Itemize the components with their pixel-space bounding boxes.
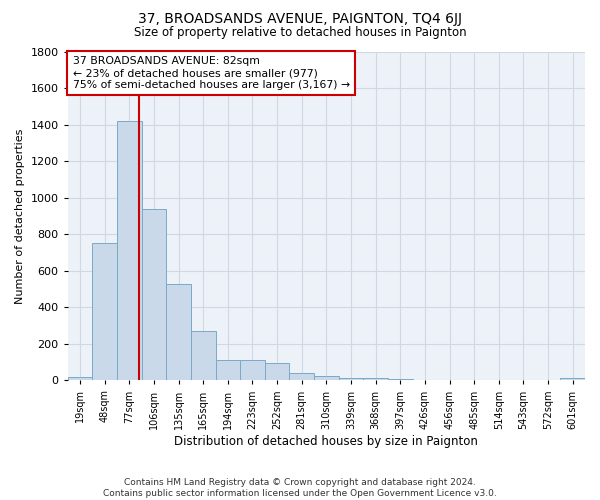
Text: 37, BROADSANDS AVENUE, PAIGNTON, TQ4 6JJ: 37, BROADSANDS AVENUE, PAIGNTON, TQ4 6JJ bbox=[138, 12, 462, 26]
X-axis label: Distribution of detached houses by size in Paignton: Distribution of detached houses by size … bbox=[175, 434, 478, 448]
Y-axis label: Number of detached properties: Number of detached properties bbox=[15, 128, 25, 304]
Bar bbox=[560, 378, 585, 380]
Bar bbox=[314, 376, 338, 380]
Text: Contains HM Land Registry data © Crown copyright and database right 2024.
Contai: Contains HM Land Registry data © Crown c… bbox=[103, 478, 497, 498]
Bar bbox=[166, 284, 191, 380]
Bar bbox=[215, 360, 240, 380]
Bar bbox=[364, 378, 388, 380]
Bar bbox=[142, 208, 166, 380]
Bar bbox=[92, 244, 117, 380]
Bar bbox=[191, 331, 215, 380]
Bar bbox=[388, 378, 413, 380]
Bar bbox=[117, 121, 142, 380]
Bar bbox=[338, 378, 364, 380]
Bar bbox=[240, 360, 265, 380]
Text: 37 BROADSANDS AVENUE: 82sqm
← 23% of detached houses are smaller (977)
75% of se: 37 BROADSANDS AVENUE: 82sqm ← 23% of det… bbox=[73, 56, 350, 90]
Bar bbox=[265, 363, 289, 380]
Bar bbox=[68, 377, 92, 380]
Bar bbox=[289, 373, 314, 380]
Text: Size of property relative to detached houses in Paignton: Size of property relative to detached ho… bbox=[134, 26, 466, 39]
